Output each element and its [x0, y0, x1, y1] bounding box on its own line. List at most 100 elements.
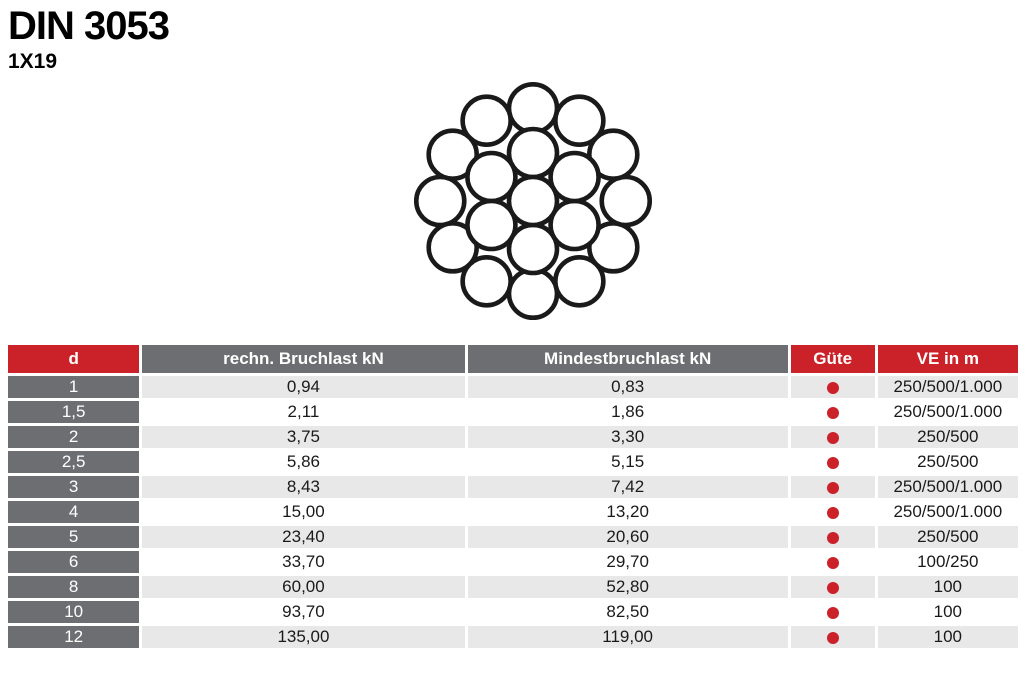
wire-strand-circle [506, 267, 560, 321]
wire-strand-circle [460, 255, 513, 308]
cell-rechn-bruchlast: 23,40 [142, 526, 468, 551]
cell-d: 1,5 [8, 401, 143, 426]
cell-rechn-bruchlast: 8,43 [142, 476, 468, 501]
cell-guete [790, 551, 878, 576]
cell-d: 6 [8, 551, 143, 576]
cell-guete [790, 526, 878, 551]
cell-ve: 250/500/1.000 [877, 401, 1018, 426]
cell-guete [790, 601, 878, 626]
guete-dot-icon [826, 506, 839, 519]
table-row: 5 23,40 20,60 250/500 [8, 526, 1018, 551]
cell-rechn-bruchlast: 93,70 [142, 601, 468, 626]
cell-rechn-bruchlast: 3,75 [142, 426, 468, 451]
cell-d: 10 [8, 601, 143, 626]
cell-rechn-bruchlast: 33,70 [142, 551, 468, 576]
cell-mindestbruchlast: 20,60 [467, 526, 791, 551]
wire-strand-circle [553, 255, 606, 308]
cell-mindestbruchlast: 0,83 [467, 376, 791, 401]
page-header: DIN 3053 1X19 [8, 4, 170, 74]
cell-mindestbruchlast: 13,20 [467, 501, 791, 526]
cell-d: 3 [8, 476, 143, 501]
table-row: 1,5 2,11 1,86 250/500/1.000 [8, 401, 1018, 426]
column-header-d: d [8, 345, 143, 376]
rope-cross-section-diagram [408, 74, 658, 328]
cell-ve: 100/250 [877, 551, 1018, 576]
page-title: DIN 3053 [8, 4, 170, 48]
table-row: 12 135,00 119,00 100 [8, 626, 1018, 651]
table-row: 6 33,70 29,70 100/250 [8, 551, 1018, 576]
column-header-mindestbruchlast: Mindestbruchlast kN [467, 345, 791, 376]
cell-mindestbruchlast: 52,80 [467, 576, 791, 601]
cell-guete [790, 476, 878, 501]
cell-ve: 250/500 [877, 451, 1018, 476]
cell-guete [790, 401, 878, 426]
guete-dot-icon [826, 431, 839, 444]
cell-ve: 250/500/1.000 [877, 476, 1018, 501]
cell-ve: 100 [877, 576, 1018, 601]
guete-dot-icon [826, 631, 839, 644]
guete-dot-icon [826, 556, 839, 569]
guete-dot-icon [826, 456, 839, 469]
cell-guete [790, 501, 878, 526]
table-row: 1 0,94 0,83 250/500/1.000 [8, 376, 1018, 401]
guete-dot-icon [826, 406, 839, 419]
rope-diagram-svg [413, 81, 653, 321]
guete-dot-icon [826, 381, 839, 394]
guete-dot-icon [826, 531, 839, 544]
cell-mindestbruchlast: 1,86 [467, 401, 791, 426]
cell-guete [790, 626, 878, 651]
guete-dot-icon [826, 581, 839, 594]
cell-mindestbruchlast: 119,00 [467, 626, 791, 651]
cell-rechn-bruchlast: 2,11 [142, 401, 468, 426]
guete-dot-icon [826, 481, 839, 494]
table-row: 2 3,75 3,30 250/500 [8, 426, 1018, 451]
cell-ve: 250/500 [877, 526, 1018, 551]
cell-d: 2 [8, 426, 143, 451]
cell-mindestbruchlast: 5,15 [467, 451, 791, 476]
wire-strand-circle [413, 174, 467, 228]
cell-guete [790, 376, 878, 401]
table-row: 3 8,43 7,42 250/500/1.000 [8, 476, 1018, 501]
cell-rechn-bruchlast: 135,00 [142, 626, 468, 651]
cell-d: 8 [8, 576, 143, 601]
cell-d: 2,5 [8, 451, 143, 476]
cell-ve: 100 [877, 626, 1018, 651]
table-row: 10 93,70 82,50 100 [8, 601, 1018, 626]
cell-ve: 250/500/1.000 [877, 376, 1018, 401]
cell-d: 4 [8, 501, 143, 526]
cell-guete [790, 576, 878, 601]
table-row: 2,5 5,86 5,15 250/500 [8, 451, 1018, 476]
wire-strand-circle [548, 150, 601, 204]
wire-strand-circle [426, 221, 479, 274]
column-header-ve: VE in m [877, 345, 1018, 376]
cell-mindestbruchlast: 82,50 [467, 601, 791, 626]
wire-strand-circle [506, 81, 560, 135]
wire-strand-circle [587, 128, 640, 181]
cell-d: 5 [8, 526, 143, 551]
spec-table-body: 1 0,94 0,83 250/500/1.000 1,5 2,11 1,86 250/500… [8, 376, 1018, 651]
table-row: 8 60,00 52,80 100 [8, 576, 1018, 601]
wire-strand-circle [553, 94, 606, 147]
cell-rechn-bruchlast: 60,00 [142, 576, 468, 601]
column-header-rechn-bruchlast: rechn. Bruchlast kN [142, 345, 468, 376]
cell-ve: 100 [877, 601, 1018, 626]
table-header-row: d rechn. Bruchlast kN Mindestbruchlast k… [8, 345, 1018, 376]
cell-rechn-bruchlast: 0,94 [142, 376, 468, 401]
cell-ve: 250/500/1.000 [877, 501, 1018, 526]
wire-strand-circle [599, 174, 653, 228]
cell-rechn-bruchlast: 5,86 [142, 451, 468, 476]
wire-strand-circle [465, 198, 518, 252]
cell-guete [790, 426, 878, 451]
guete-dot-icon [826, 606, 839, 619]
cell-d: 1 [8, 376, 143, 401]
table-row: 4 15,00 13,20 250/500/1.000 [8, 501, 1018, 526]
page-subtitle: 1X19 [8, 50, 58, 73]
spec-table: d rechn. Bruchlast kN Mindestbruchlast k… [8, 345, 1018, 651]
cell-d: 12 [8, 626, 143, 651]
cell-mindestbruchlast: 3,30 [467, 426, 791, 451]
wire-strand-circle [506, 174, 560, 228]
cell-mindestbruchlast: 29,70 [467, 551, 791, 576]
cell-ve: 250/500 [877, 426, 1018, 451]
wire-strand-circle [460, 94, 513, 147]
cell-mindestbruchlast: 7,42 [467, 476, 791, 501]
